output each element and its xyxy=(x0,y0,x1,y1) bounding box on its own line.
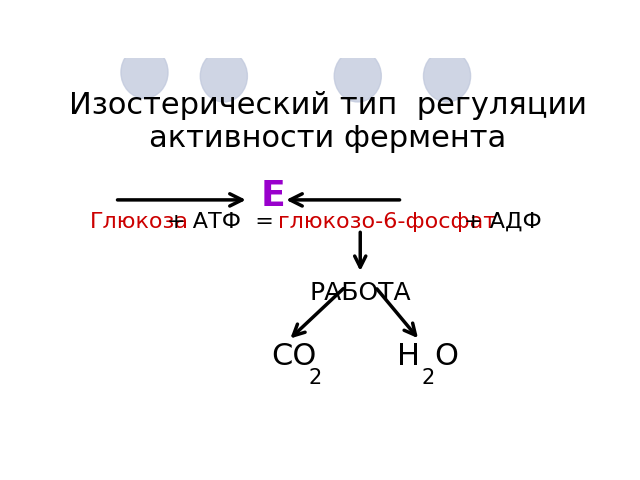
Text: + АТФ  =: + АТФ = xyxy=(167,212,274,232)
Ellipse shape xyxy=(121,47,168,98)
Text: 2: 2 xyxy=(421,368,435,388)
Text: 2: 2 xyxy=(308,368,321,388)
Text: Глюкоза: Глюкоза xyxy=(90,212,189,232)
Text: H: H xyxy=(397,342,420,372)
Text: Изостерический тип  регуляции
активности фермента: Изостерический тип регуляции активности … xyxy=(69,91,587,154)
Text: Е: Е xyxy=(261,179,286,213)
Ellipse shape xyxy=(334,50,381,102)
Text: + АДФ: + АДФ xyxy=(465,212,542,232)
Text: O: O xyxy=(435,342,459,372)
Ellipse shape xyxy=(424,50,470,102)
Text: глюкозо-6-фосфат: глюкозо-6-фосфат xyxy=(278,212,497,232)
Ellipse shape xyxy=(200,50,248,102)
Text: CO: CO xyxy=(271,342,316,372)
Text: РАБОТА: РАБОТА xyxy=(309,281,411,305)
